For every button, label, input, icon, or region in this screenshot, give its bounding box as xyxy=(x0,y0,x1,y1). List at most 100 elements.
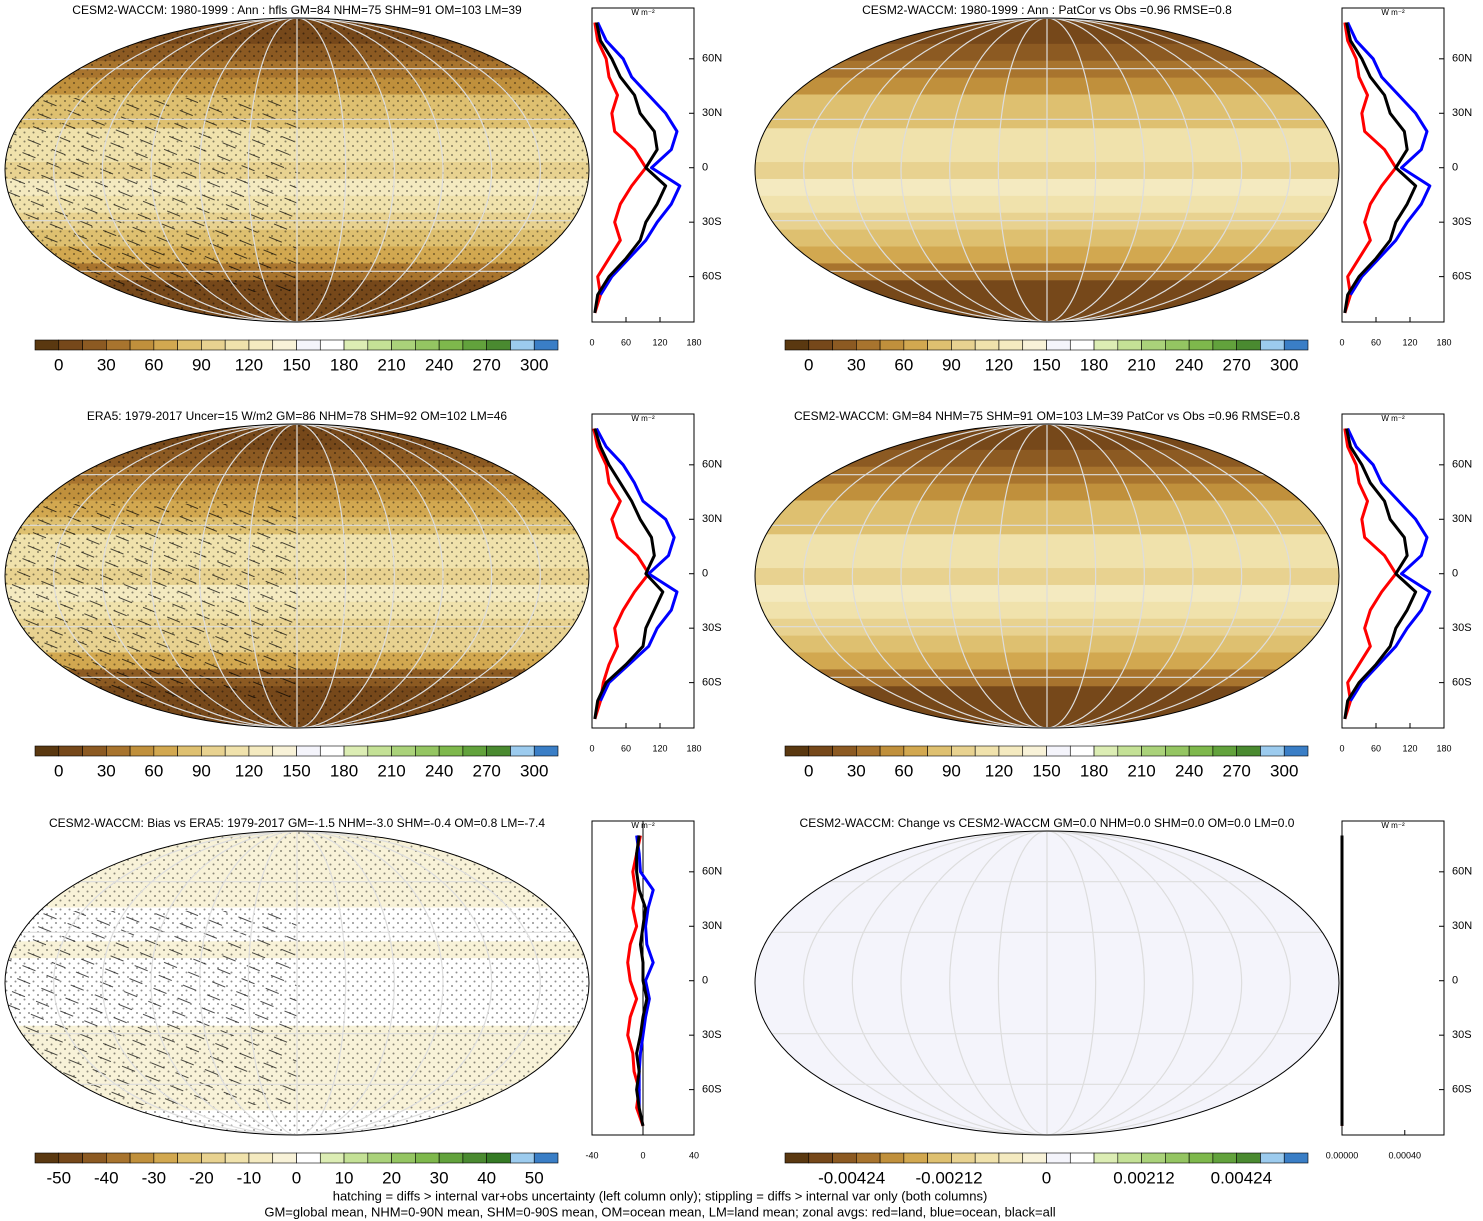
colorbar-swatch xyxy=(1260,1152,1285,1164)
colorbar-swatch xyxy=(319,745,345,757)
colorbar-swatch xyxy=(927,1152,952,1164)
map-border xyxy=(754,17,1340,323)
colorbar-label: 150 xyxy=(282,761,310,780)
colorbar-swatch xyxy=(367,745,392,757)
colorbar-label: 90 xyxy=(942,355,961,374)
graticule xyxy=(997,424,1097,728)
colorbar-label: 90 xyxy=(942,761,961,780)
colorbar-label: 240 xyxy=(1175,355,1203,374)
y-tick-label: 30S xyxy=(702,216,722,228)
colorbar-swatch xyxy=(1141,1152,1166,1164)
map-border xyxy=(4,17,590,323)
colorbar-swatch xyxy=(1093,745,1119,757)
colorbar-swatch xyxy=(1283,745,1309,757)
colorbar-label: 180 xyxy=(1080,355,1108,374)
footer-line: GM=global mean, NHM=0-90N mean, SHM=0-90… xyxy=(264,1204,1055,1219)
graticule xyxy=(150,18,444,322)
colorbar-label: 90 xyxy=(192,355,211,374)
panel: CESM2-WACCM: Bias vs ERA5: 1979-2017 GM=… xyxy=(4,816,722,1187)
panel-title: CESM2-WACCM: Bias vs ERA5: 1979-2017 GM=… xyxy=(49,816,545,830)
x-tick-label: 40 xyxy=(689,1150,699,1160)
map xyxy=(5,831,589,1135)
colorbar-label: 210 xyxy=(1127,355,1155,374)
y-tick-label: 60S xyxy=(1452,1084,1472,1096)
hatching xyxy=(5,911,297,1105)
colorbar-swatch xyxy=(1236,339,1261,351)
x-tick-label: 120 xyxy=(652,743,667,753)
colorbar-label: 270 xyxy=(1222,355,1250,374)
x-tick-label: 0 xyxy=(1339,743,1344,753)
colorbar-swatch xyxy=(34,745,60,757)
colorbar-label: 20 xyxy=(382,1168,401,1187)
colorbar-swatch xyxy=(1046,339,1071,351)
colorbar-label: 0 xyxy=(804,355,813,374)
x-axis-label: W m⁻² xyxy=(1381,8,1405,17)
colorbar-label: 240 xyxy=(1175,761,1203,780)
colorbar-label: 210 xyxy=(1127,761,1155,780)
zonal-line xyxy=(593,428,665,720)
colorbar-swatch xyxy=(248,745,274,757)
graticule xyxy=(53,424,541,728)
panel-title: CESM2-WACCM: 1980-1999 : Ann : PatCor vs… xyxy=(862,3,1232,17)
colorbar-label: 210 xyxy=(377,761,405,780)
colorbar-swatch xyxy=(129,1152,155,1164)
colorbar-swatch xyxy=(1117,1152,1142,1164)
graticule xyxy=(247,18,347,322)
colorbar-label: 30 xyxy=(847,355,866,374)
colorbar-swatch xyxy=(462,745,487,757)
colorbar-swatch xyxy=(201,1152,226,1164)
colorbar-swatch xyxy=(1283,1152,1309,1164)
colorbar-swatch xyxy=(879,339,905,351)
colorbar-label: 180 xyxy=(1080,761,1108,780)
x-tick-label: 120 xyxy=(652,337,667,347)
y-tick-label: 60S xyxy=(702,677,722,689)
colorbar-swatch xyxy=(343,1152,369,1164)
x-tick-label: 0 xyxy=(1339,337,1344,347)
colorbar-label: -20 xyxy=(189,1168,214,1187)
hatching xyxy=(5,98,297,292)
x-axis-label: W m⁻² xyxy=(1381,414,1405,423)
colorbar-swatch xyxy=(856,1152,881,1164)
y-tick-label: 0 xyxy=(702,162,708,174)
panel-title: CESM2-WACCM: 1980-1999 : Ann : hfls GM=8… xyxy=(72,3,522,17)
colorbar-swatch xyxy=(415,339,440,351)
colorbar-swatch xyxy=(224,339,250,351)
colorbar-swatch xyxy=(438,745,464,757)
colorbar-swatch xyxy=(1283,339,1309,351)
footer-line: hatching = diffs > internal var+obs unce… xyxy=(333,1188,988,1203)
colorbar-label: 30 xyxy=(847,761,866,780)
map-border xyxy=(4,423,590,729)
colorbar-swatch xyxy=(1117,339,1142,351)
colorbar-swatch xyxy=(177,1152,202,1164)
colorbar-swatch xyxy=(903,339,928,351)
graticule xyxy=(997,18,1097,322)
zonal-line xyxy=(1346,427,1432,702)
y-tick-label: 30N xyxy=(702,920,722,932)
colorbar-swatch xyxy=(343,745,369,757)
colorbar-swatch xyxy=(486,339,511,351)
colorbar-swatch xyxy=(1046,1152,1071,1164)
colorbar-swatch xyxy=(1069,745,1095,757)
colorbar-swatch xyxy=(856,339,881,351)
colorbar-swatch xyxy=(106,745,131,757)
graticule xyxy=(247,424,347,728)
colorbar-label: 0 xyxy=(54,761,63,780)
x-tick-label: 60 xyxy=(1371,337,1381,347)
colorbar-swatch xyxy=(808,339,833,351)
colorbar-swatch xyxy=(58,339,83,351)
colorbar-label: -10 xyxy=(237,1168,262,1187)
y-tick-label: 60N xyxy=(1452,866,1472,878)
y-tick-label: 0 xyxy=(702,975,708,987)
colorbar-label: 30 xyxy=(97,761,116,780)
zonal-line xyxy=(1346,21,1432,296)
colorbar-label: 30 xyxy=(97,355,116,374)
panel-title: CESM2-WACCM: GM=84 NHM=75 SHM=91 OM=103 … xyxy=(794,409,1300,423)
x-tick-label: 60 xyxy=(621,743,631,753)
hatching xyxy=(5,504,297,698)
colorbar-swatch xyxy=(391,1152,416,1164)
zonal-line xyxy=(596,21,682,296)
graticule xyxy=(851,18,1243,322)
y-tick-label: 30S xyxy=(1452,216,1472,228)
colorbar-swatch xyxy=(129,339,155,351)
colorbar-swatch xyxy=(510,339,535,351)
